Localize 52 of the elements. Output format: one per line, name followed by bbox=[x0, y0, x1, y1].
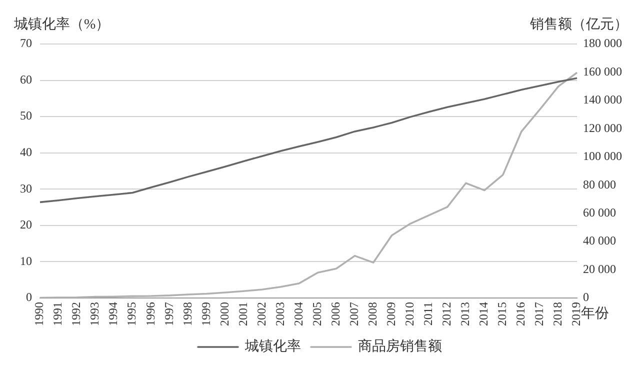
x-tick-label: 2012 bbox=[440, 302, 454, 326]
x-tick-label: 2003 bbox=[272, 302, 287, 326]
x-tick-label: 1995 bbox=[124, 302, 139, 326]
y-axis-title: 城镇化率（%） bbox=[13, 16, 110, 33]
x-tick-label: 1990 bbox=[32, 302, 46, 326]
y-tick-label: 20 bbox=[20, 218, 32, 232]
x-tick-label: 2014 bbox=[476, 302, 491, 326]
y2-tick-label: 0 bbox=[583, 290, 589, 304]
y2-tick-label: 140 000 bbox=[583, 92, 622, 107]
y2-axis-title: 销售额（亿元） bbox=[529, 16, 628, 33]
x-tick-label: 2005 bbox=[310, 302, 324, 326]
x-tick-label: 2006 bbox=[328, 302, 342, 326]
y-tick-label: 40 bbox=[20, 145, 32, 160]
y2-tick-label: 40 000 bbox=[583, 234, 616, 248]
x-tick-label: 2004 bbox=[291, 302, 306, 326]
y2-tick-label: 160 000 bbox=[583, 64, 622, 78]
x-tick-label: 1992 bbox=[69, 302, 84, 326]
x-tick-label: 1991 bbox=[50, 302, 65, 326]
legend-label: 城镇化率 bbox=[244, 338, 301, 355]
x-tick-label: 2016 bbox=[514, 302, 528, 326]
y2-tick-label: 20 000 bbox=[583, 262, 616, 276]
y2-tick-label: 180 000 bbox=[583, 36, 622, 50]
y-tick-label: 10 bbox=[20, 254, 32, 268]
x-tick-label: 2013 bbox=[458, 302, 472, 326]
x-tick-label: 2002 bbox=[254, 302, 268, 326]
x-tick-label: 2010 bbox=[402, 302, 416, 326]
x-tick-label: 1993 bbox=[88, 302, 102, 326]
x-axis-title: 年份 bbox=[581, 306, 609, 322]
x-tick-label: 2001 bbox=[236, 302, 250, 326]
x-tick-label: 1998 bbox=[180, 302, 194, 326]
x-tick-label: 2009 bbox=[384, 302, 398, 326]
x-tick-label: 2018 bbox=[550, 302, 565, 326]
y-tick-label: 70 bbox=[20, 36, 32, 50]
x-tick-label: 2000 bbox=[217, 302, 232, 326]
x-tick-label: 2007 bbox=[346, 302, 361, 326]
y2-tick-label: 80 000 bbox=[583, 177, 616, 192]
x-tick-label: 2015 bbox=[495, 302, 510, 326]
x-tick-label: 2011 bbox=[421, 302, 436, 326]
x-tick-label: 2017 bbox=[532, 302, 546, 326]
x-tick-label: 1999 bbox=[198, 302, 213, 326]
y-tick-label: 0 bbox=[26, 290, 32, 304]
y-tick-label: 50 bbox=[20, 108, 32, 123]
x-tick-label: 1994 bbox=[106, 302, 120, 326]
x-tick-label: 1997 bbox=[162, 302, 176, 326]
x-tick-label: 2008 bbox=[365, 302, 380, 326]
y-tick-label: 60 bbox=[20, 72, 32, 86]
y-tick-label: 30 bbox=[20, 181, 32, 196]
y2-tick-label: 60 000 bbox=[583, 205, 616, 220]
y2-tick-label: 120 000 bbox=[583, 120, 622, 135]
y2-tick-label: 100 000 bbox=[583, 149, 622, 164]
legend-label: 商品房销售额 bbox=[358, 338, 442, 355]
x-tick-label: 1996 bbox=[143, 302, 158, 326]
